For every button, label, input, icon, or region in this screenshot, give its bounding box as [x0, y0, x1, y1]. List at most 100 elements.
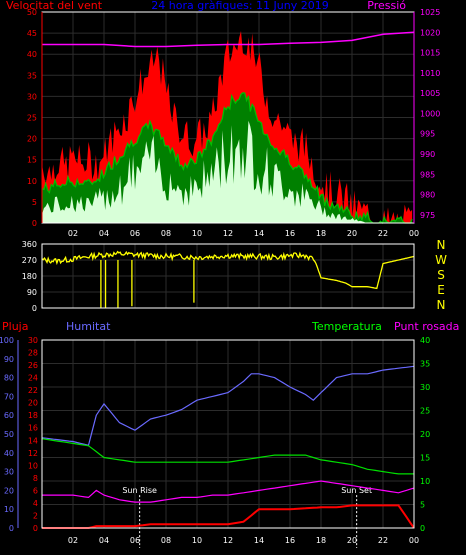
y-tick-label: 360 [22, 240, 37, 249]
x-tick-label: 18 [316, 229, 326, 238]
x-tick-label: 22 [378, 536, 388, 545]
y-right-tick-label: 1020 [420, 28, 440, 37]
y-right-tick-label: 985 [420, 170, 435, 179]
x-tick-label: 22 [378, 229, 388, 238]
x-tick-label: 02 [68, 536, 78, 545]
y-temp-tick-label: 0 [420, 524, 425, 533]
x-tick-label: 12 [223, 229, 233, 238]
y-left-tick-label: 35 [27, 71, 37, 80]
rain-line [42, 504, 415, 529]
y-humidity-tick-label: 100 [0, 336, 14, 345]
y-tick-label: 0 [32, 304, 37, 313]
y-left-tick-label: 40 [27, 50, 37, 59]
dewpoint-label: Punt rosada [394, 320, 459, 333]
y-humidity-tick-label: 0 [9, 524, 14, 533]
x-tick-label: 00 [409, 229, 419, 238]
compass-label: S [437, 268, 445, 282]
y-temp-tick-label: 10 [420, 477, 430, 486]
y-humidity-tick-label: 60 [4, 411, 14, 420]
y-rain-tick-label: 22 [28, 386, 38, 395]
left-axis-label: Velocitat del vent [6, 0, 103, 12]
wind-average-line [41, 92, 413, 225]
dewpoint-line [42, 480, 415, 503]
wind-pressure-chart: 0510152025303540455097598098599099510001… [27, 8, 441, 238]
y-rain-tick-label: 10 [28, 461, 38, 470]
y-temp-tick-label: 35 [420, 360, 430, 369]
y-right-tick-label: 995 [420, 130, 435, 139]
x-tick-label: 08 [161, 229, 171, 238]
y-rain-tick-label: 26 [28, 361, 38, 370]
x-tick-label: 04 [99, 229, 109, 238]
compass-label: N [437, 238, 446, 252]
y-right-tick-label: 990 [420, 150, 435, 159]
y-humidity-tick-label: 10 [4, 505, 14, 514]
y-temp-tick-label: 15 [420, 454, 430, 463]
temperature-line [41, 438, 414, 475]
y-tick-label: 180 [22, 272, 37, 281]
y-right-tick-label: 1000 [420, 109, 440, 118]
y-tick-label: 270 [22, 256, 37, 265]
y-right-tick-label: 1015 [420, 49, 440, 58]
y-temp-tick-label: 25 [420, 407, 430, 416]
y-right-tick-label: 1025 [420, 8, 440, 17]
pressure-line [42, 31, 415, 48]
y-left-tick-label: 25 [27, 114, 37, 123]
y-humidity-tick-label: 70 [4, 392, 14, 401]
x-tick-label: 20 [347, 229, 357, 238]
y-left-tick-label: 0 [32, 219, 37, 228]
y-humidity-tick-label: 30 [4, 468, 14, 477]
x-tick-label: 14 [254, 229, 264, 238]
y-rain-tick-label: 0 [33, 524, 38, 533]
chart-title: 24 hora gràfiques: 11 Juny 2019 [151, 0, 328, 12]
chart-labels: Velocitat del vent 24 hora gràfiques: 11… [2, 0, 459, 333]
y-humidity-tick-label: 20 [4, 486, 14, 495]
temperature-label: Temperatura [311, 320, 382, 333]
y-temp-tick-label: 20 [420, 430, 430, 439]
y-rain-tick-label: 16 [28, 424, 38, 433]
humidity-temperature-chart: 0510152025303540010203040506070809010002… [0, 336, 430, 548]
y-left-tick-label: 5 [32, 198, 37, 207]
y-right-tick-label: 1005 [420, 89, 440, 98]
y-rain-tick-label: 12 [28, 449, 38, 458]
sun-marker-label: Sun Set [341, 486, 372, 495]
y-right-tick-label: 1010 [420, 69, 440, 78]
y-rain-tick-label: 2 [33, 511, 38, 520]
x-tick-label: 16 [285, 229, 295, 238]
y-rain-tick-label: 4 [33, 499, 38, 508]
y-humidity-tick-label: 50 [4, 430, 14, 439]
compass-label: N [437, 298, 446, 312]
y-rain-tick-label: 24 [28, 374, 38, 383]
compass-label: W [435, 253, 447, 267]
y-rain-tick-label: 8 [33, 474, 38, 483]
compass-label: E [437, 283, 445, 297]
x-tick-label: 16 [285, 536, 295, 545]
x-tick-label: 10 [192, 229, 202, 238]
y-humidity-tick-label: 40 [4, 449, 14, 458]
rain-label: Pluja [2, 320, 28, 333]
wind-direction-line [41, 250, 415, 290]
wind-fill-area [42, 120, 413, 223]
y-rain-tick-label: 6 [33, 486, 38, 495]
y-right-tick-label: 975 [420, 211, 435, 220]
y-left-tick-label: 20 [27, 135, 37, 144]
y-temp-tick-label: 30 [420, 383, 430, 392]
y-right-tick-label: 980 [420, 191, 435, 200]
x-tick-label: 14 [254, 536, 264, 545]
y-left-tick-label: 10 [27, 177, 37, 186]
x-tick-label: 04 [99, 536, 109, 545]
y-temp-tick-label: 5 [420, 501, 425, 510]
y-rain-tick-label: 30 [28, 336, 38, 345]
y-left-tick-label: 30 [27, 92, 37, 101]
y-rain-tick-label: 18 [28, 411, 38, 420]
right-axis-label: Pressió [367, 0, 406, 12]
x-tick-label: 18 [316, 536, 326, 545]
y-left-tick-label: 50 [27, 8, 37, 17]
plot-border [41, 243, 415, 309]
y-rain-tick-label: 28 [28, 349, 38, 358]
x-tick-label: 10 [192, 536, 202, 545]
x-tick-label: 06 [130, 229, 140, 238]
plot-border [41, 339, 415, 529]
humidity-line [41, 365, 415, 447]
